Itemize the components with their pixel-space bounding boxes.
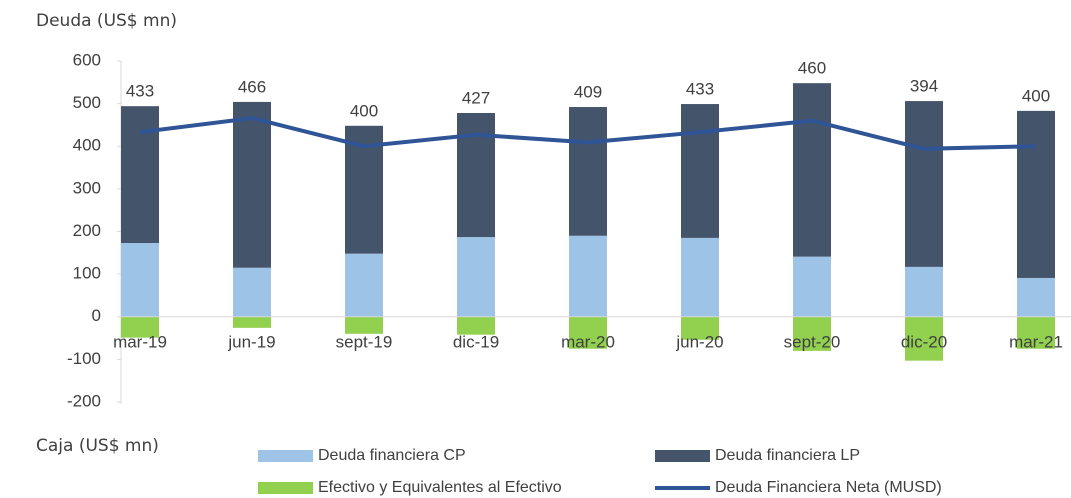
- bar: [793, 256, 831, 317]
- y-tick-label: 400: [73, 136, 101, 155]
- bar: [681, 237, 719, 317]
- legend-swatch: [258, 482, 313, 494]
- x-tick-label: mar-21: [1009, 332, 1063, 351]
- bar: [793, 316, 831, 351]
- bar: [905, 101, 943, 267]
- x-tick-label: sept-20: [784, 332, 841, 351]
- y-tick-label: -200: [67, 391, 101, 410]
- legend-label: Deuda Financiera Neta (MUSD): [715, 479, 942, 496]
- bar: [345, 316, 383, 334]
- bar: [569, 316, 607, 349]
- bar: [905, 266, 943, 317]
- x-tick-label: dic-20: [901, 332, 947, 351]
- bar: [569, 107, 607, 236]
- data-label: 460: [798, 59, 826, 78]
- y-tick-label: 200: [73, 221, 101, 240]
- line-series: [139, 116, 1037, 151]
- data-label: 427: [462, 88, 490, 107]
- bar: [121, 316, 159, 338]
- data-label: 466: [238, 77, 266, 96]
- bar: [1017, 277, 1055, 317]
- bar: [457, 237, 495, 317]
- y-tick-label: 0: [92, 306, 101, 325]
- y-tick-label: 600: [73, 50, 101, 69]
- data-label: 400: [1022, 86, 1050, 105]
- legend-swatch: [655, 450, 710, 462]
- y-tick-label: 100: [73, 264, 101, 283]
- bar: [905, 316, 943, 361]
- legend-swatch: [258, 450, 313, 462]
- bar: [457, 113, 495, 238]
- data-label: 433: [126, 82, 154, 101]
- bar: [457, 316, 495, 335]
- x-tick-label: jun-20: [675, 332, 723, 351]
- y-tick-label: 300: [73, 178, 101, 197]
- legend-label: Deuda financiera CP: [318, 447, 466, 464]
- bar: [681, 316, 719, 340]
- legend-label: Efectivo y Equivalentes al Efectivo: [318, 479, 562, 496]
- data-label: 400: [350, 101, 378, 120]
- bar: [681, 104, 719, 238]
- x-tick-label: dic-19: [453, 332, 499, 351]
- bar: [345, 253, 383, 317]
- x-tick-label: mar-19: [113, 332, 167, 351]
- x-tick-label: jun-19: [227, 332, 275, 351]
- bar: [1017, 110, 1055, 278]
- x-tick-label: mar-20: [561, 332, 615, 351]
- bar: [121, 106, 159, 244]
- y-tick-label: 500: [73, 93, 101, 112]
- y-axis-title: Deuda (US$ mn): [36, 11, 177, 31]
- bar: [793, 83, 831, 257]
- data-label: 394: [910, 77, 938, 96]
- bar: [569, 235, 607, 317]
- bar: [121, 243, 159, 317]
- x-tick-label: sept-19: [336, 332, 393, 351]
- data-label: 409: [574, 83, 602, 102]
- bar: [1017, 316, 1055, 349]
- bar: [233, 101, 271, 268]
- bar: [233, 267, 271, 317]
- data-label: 433: [686, 80, 714, 99]
- y-tick-label: -100: [67, 349, 101, 368]
- bar: [233, 316, 271, 328]
- y-axis-title-bottom: Caja (US$ mn): [36, 436, 159, 456]
- legend-label: Deuda financiera LP: [715, 447, 860, 464]
